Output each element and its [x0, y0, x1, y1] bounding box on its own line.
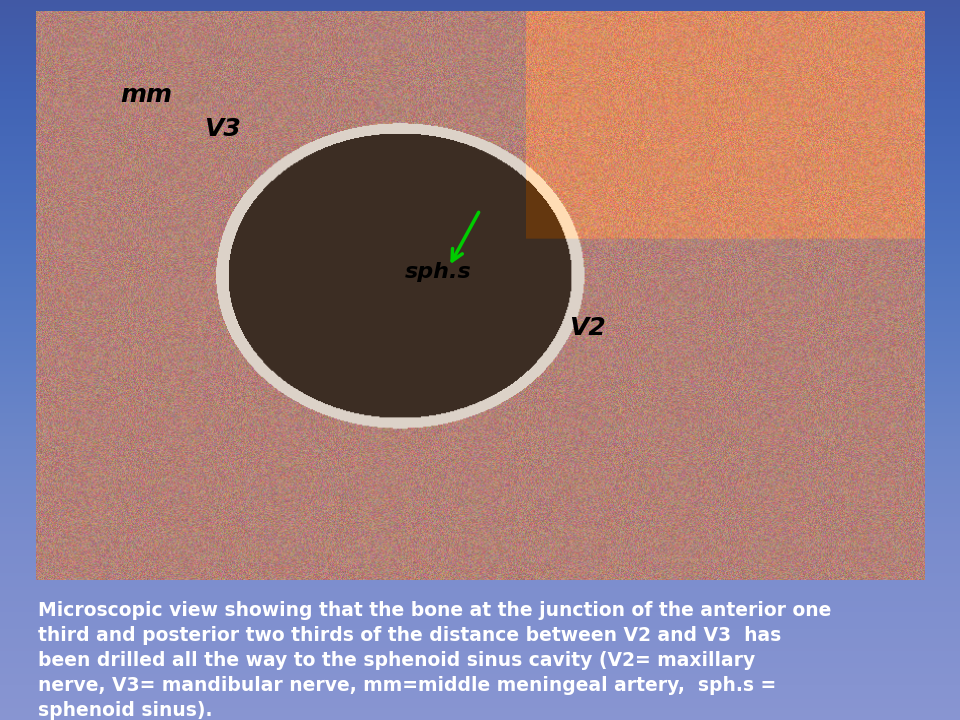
Text: sph.s: sph.s: [404, 262, 471, 282]
Text: V2: V2: [569, 316, 606, 340]
Text: mm: mm: [120, 83, 172, 107]
Text: V3: V3: [204, 117, 241, 141]
Text: Microscopic view showing that the bone at the junction of the anterior one
third: Microscopic view showing that the bone a…: [38, 600, 831, 720]
